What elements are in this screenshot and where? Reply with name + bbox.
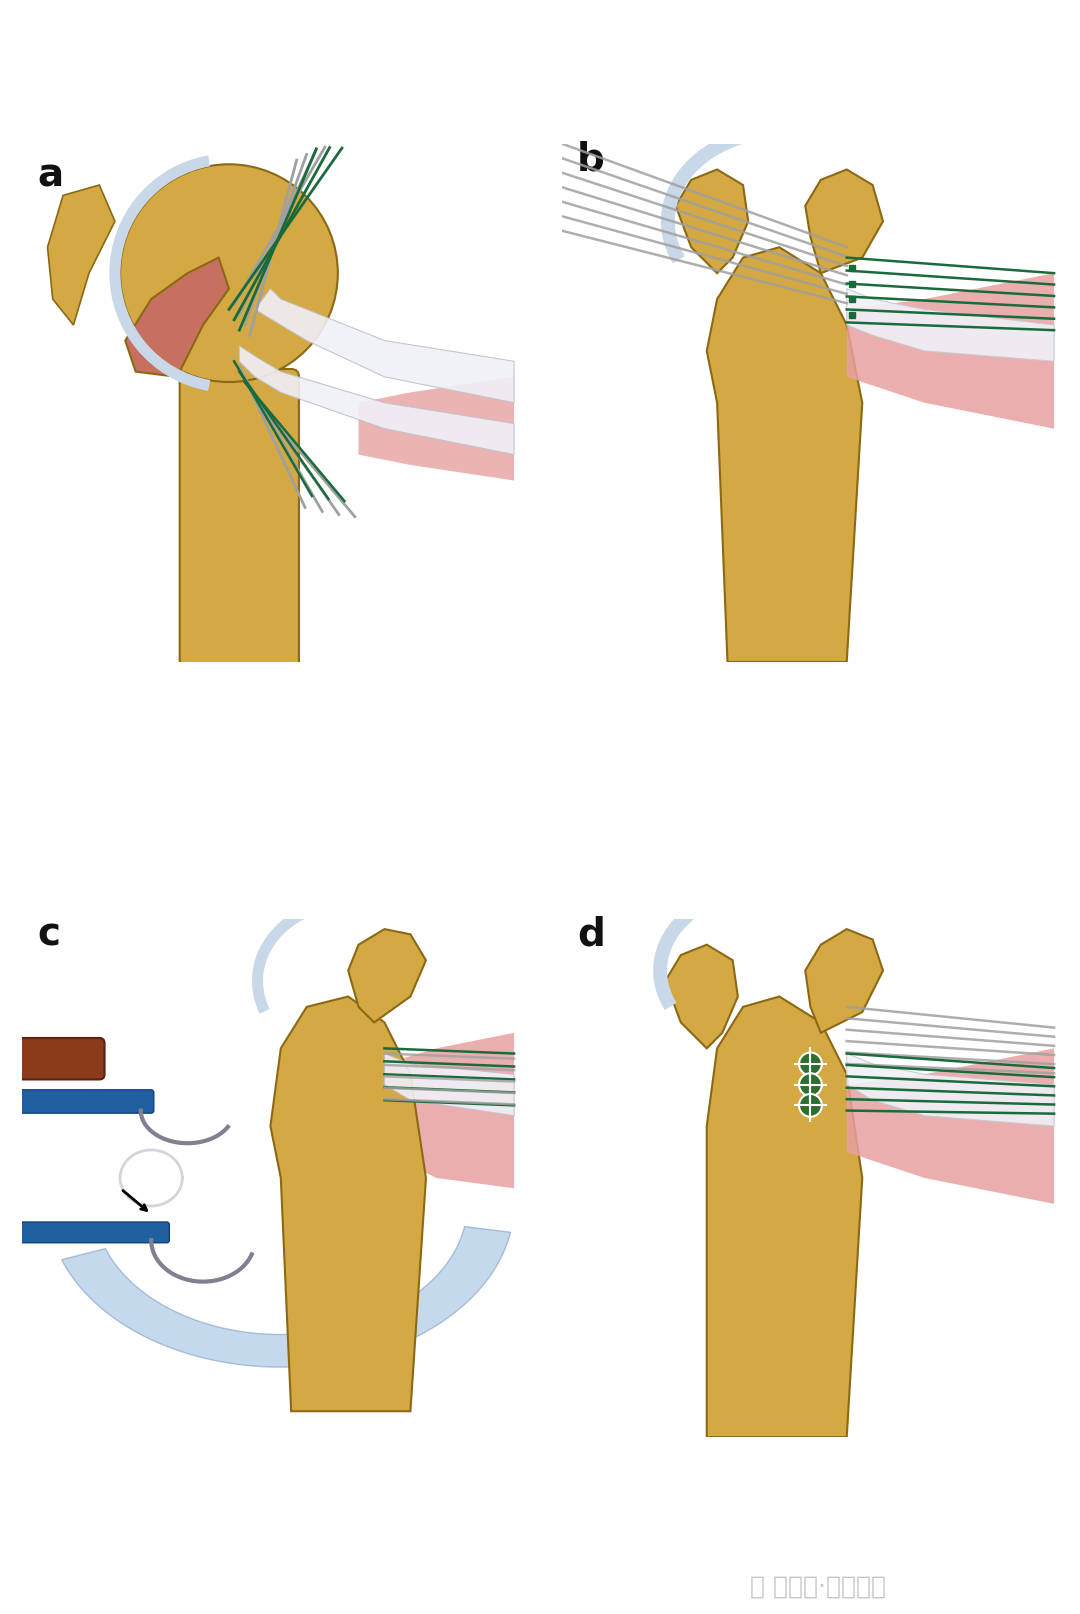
Text: c: c [37,915,60,954]
Polygon shape [240,347,514,455]
Polygon shape [847,1054,1054,1127]
FancyBboxPatch shape [179,370,299,670]
Polygon shape [348,930,426,1023]
Polygon shape [255,289,514,404]
FancyBboxPatch shape [19,1222,170,1243]
Polygon shape [359,378,514,481]
Circle shape [799,1094,822,1117]
FancyBboxPatch shape [16,1038,105,1080]
Polygon shape [676,171,748,274]
Text: d: d [577,915,605,954]
Polygon shape [847,1049,1054,1204]
Circle shape [120,165,338,383]
Polygon shape [847,289,1054,362]
Polygon shape [706,249,862,662]
Polygon shape [847,274,1054,429]
Polygon shape [384,1054,514,1115]
Polygon shape [270,997,426,1411]
Polygon shape [384,1033,514,1188]
Polygon shape [665,946,738,1049]
FancyBboxPatch shape [19,1089,153,1114]
Polygon shape [62,1227,511,1367]
Circle shape [799,1052,822,1075]
Polygon shape [806,930,883,1033]
Text: b: b [577,140,605,179]
Polygon shape [125,258,229,378]
Text: 📱 公众号·骨科园地: 📱 公众号·骨科园地 [750,1574,886,1598]
Polygon shape [806,171,883,274]
Polygon shape [706,997,862,1436]
Polygon shape [48,186,114,326]
Text: a: a [37,157,64,194]
Circle shape [799,1073,822,1096]
